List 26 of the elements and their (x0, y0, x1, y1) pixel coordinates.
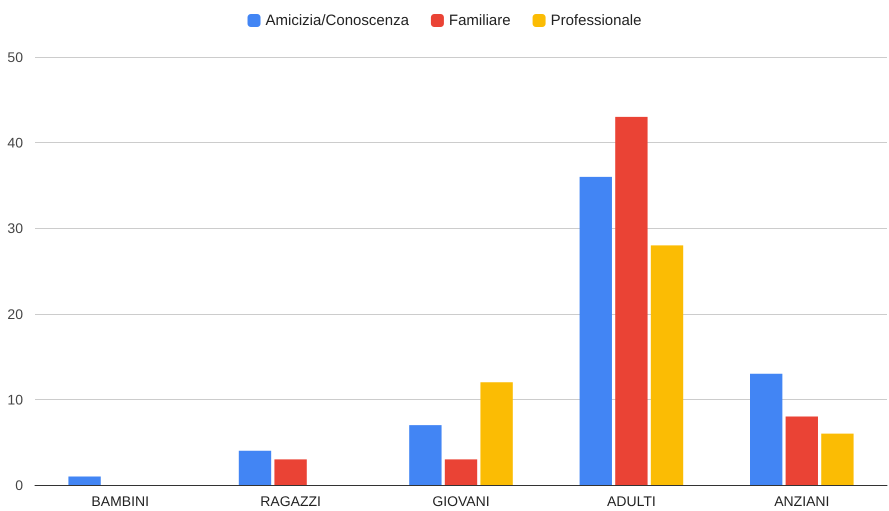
bar (786, 416, 818, 485)
x-tick-label: RAGAZZI (260, 493, 321, 509)
y-tick-label: 40 (7, 134, 24, 151)
y-tick-label: 20 (7, 306, 24, 322)
bar (650, 245, 684, 485)
bar (444, 459, 478, 485)
bar (480, 382, 513, 485)
legend-label: Amicizia/Conoscenza (266, 12, 410, 29)
bar (238, 450, 272, 485)
bar (274, 459, 307, 485)
bar (615, 116, 648, 485)
x-tick-label: GIOVANI (432, 493, 490, 509)
bar (580, 176, 612, 485)
legend-label: Professionale (550, 12, 642, 29)
y-tick-label: 0 (15, 477, 24, 493)
x-tick-label: BAMBINI (91, 493, 149, 509)
x-tick-label: ADULTI (607, 493, 656, 509)
y-tick-label: 50 (7, 49, 24, 65)
bar (821, 434, 854, 485)
x-tick-label: ANZIANI (774, 493, 830, 509)
bar (68, 476, 101, 485)
bar (409, 425, 442, 485)
legend-label: Familiare (448, 12, 511, 29)
y-tick-label: 10 (7, 391, 24, 408)
bar (750, 374, 782, 485)
y-tick-label: 30 (7, 220, 24, 236)
